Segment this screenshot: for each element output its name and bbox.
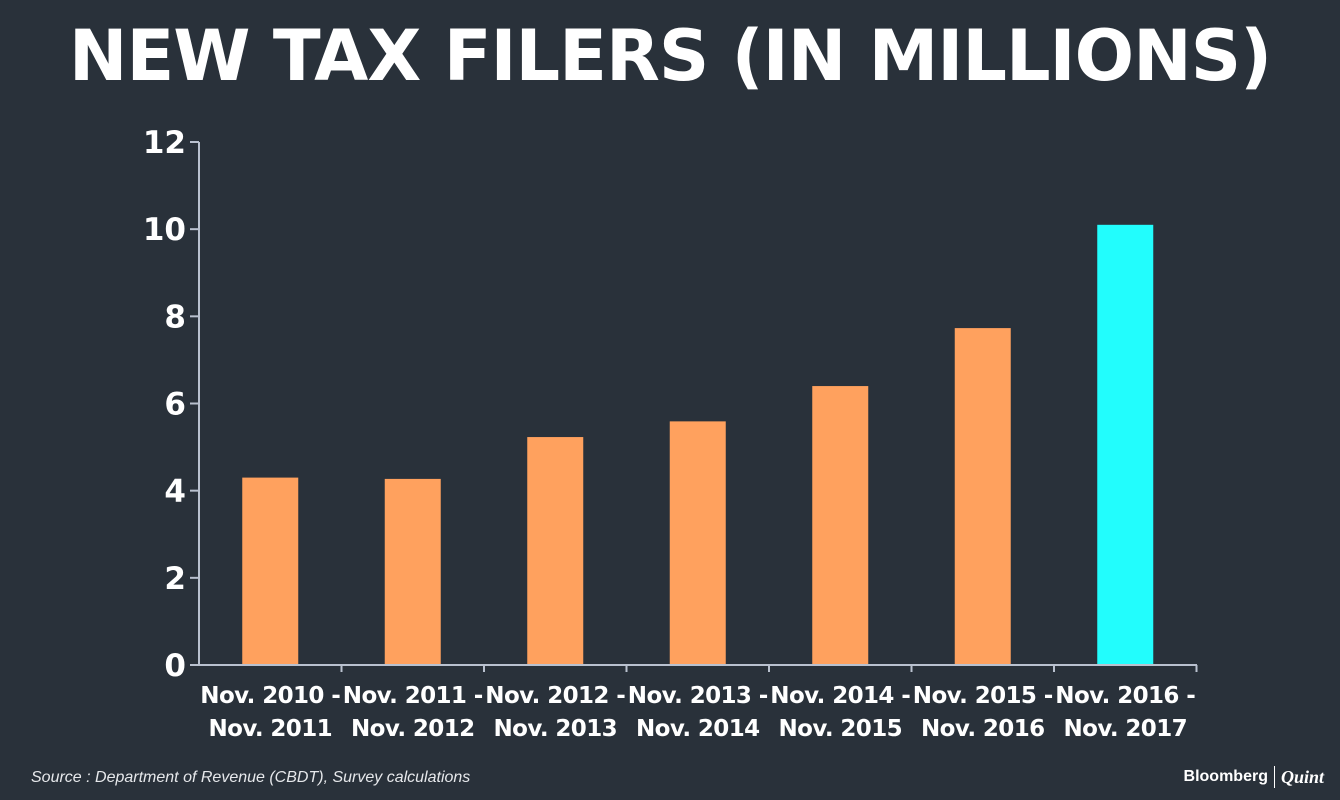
bar-chart: 0 2 4 6 8 10 12 Nov. 2010 - Nov. 2011 Nov. 2011 -… [143, 125, 1198, 742]
y-tick-label: 8 [164, 299, 186, 335]
bar [954, 328, 1011, 665]
y-tick-label: 6 [164, 387, 186, 423]
bar [527, 437, 584, 665]
x-tick-label-line: Nov. 2013 - [628, 683, 768, 709]
chart-title: NEW TAX FILERS (IN MILLIONS) [68, 15, 1272, 97]
x-tick-label-line: Nov. 2012 - [485, 683, 625, 709]
x-tick-label-line: Nov. 2015 - [913, 683, 1053, 709]
bar [812, 386, 869, 665]
bar [384, 478, 441, 665]
x-tick-label-line: Nov. 2010 - [200, 683, 340, 709]
x-tick-label-line: Nov. 2011 [208, 716, 332, 742]
x-tick-label: Nov. 2010 - Nov. 2011 [200, 683, 340, 742]
source-note: Source : Department of Revenue (CBDT), S… [31, 769, 471, 786]
brand-name: Bloomberg [1183, 768, 1268, 785]
x-tick-label: Nov. 2011 - Nov. 2012 [343, 683, 483, 742]
brand-logo: Bloomberg Quint [1184, 766, 1324, 788]
x-tick-label-line: Nov. 2015 [778, 716, 902, 742]
x-tick-label-line: Nov. 2013 [493, 716, 617, 742]
x-tick-label-line: Nov. 2014 - [770, 683, 910, 709]
brand-subname: Quint [1280, 766, 1324, 787]
x-tick-label: Nov. 2012 - Nov. 2013 [485, 683, 625, 742]
y-tick-label: 10 [143, 212, 186, 248]
x-tick-label-line: Nov. 2011 - [343, 683, 483, 709]
x-tick-label-line: Nov. 2016 - [1055, 683, 1195, 709]
x-tick-label-line: Nov. 2012 [351, 716, 475, 742]
x-tick-label-line: Nov. 2017 [1063, 716, 1187, 742]
bar [669, 421, 726, 665]
x-tick-label: Nov. 2015 - Nov. 2016 [913, 683, 1053, 742]
x-tick-label: Nov. 2013 - Nov. 2014 [628, 683, 768, 742]
y-tick-label: 0 [164, 648, 186, 684]
x-tick-label: Nov. 2016 - Nov. 2017 [1055, 683, 1195, 742]
x-tick-label: Nov. 2014 - Nov. 2015 [770, 683, 910, 742]
brand-separator [1273, 766, 1275, 788]
bar [1097, 224, 1154, 665]
y-tick-label: 4 [164, 474, 186, 510]
y-tick-label: 12 [143, 125, 186, 161]
y-tick-label: 2 [164, 561, 186, 597]
bar [242, 477, 299, 665]
x-tick-label-line: Nov. 2014 [636, 716, 760, 742]
x-tick-label-line: Nov. 2016 [921, 716, 1045, 742]
